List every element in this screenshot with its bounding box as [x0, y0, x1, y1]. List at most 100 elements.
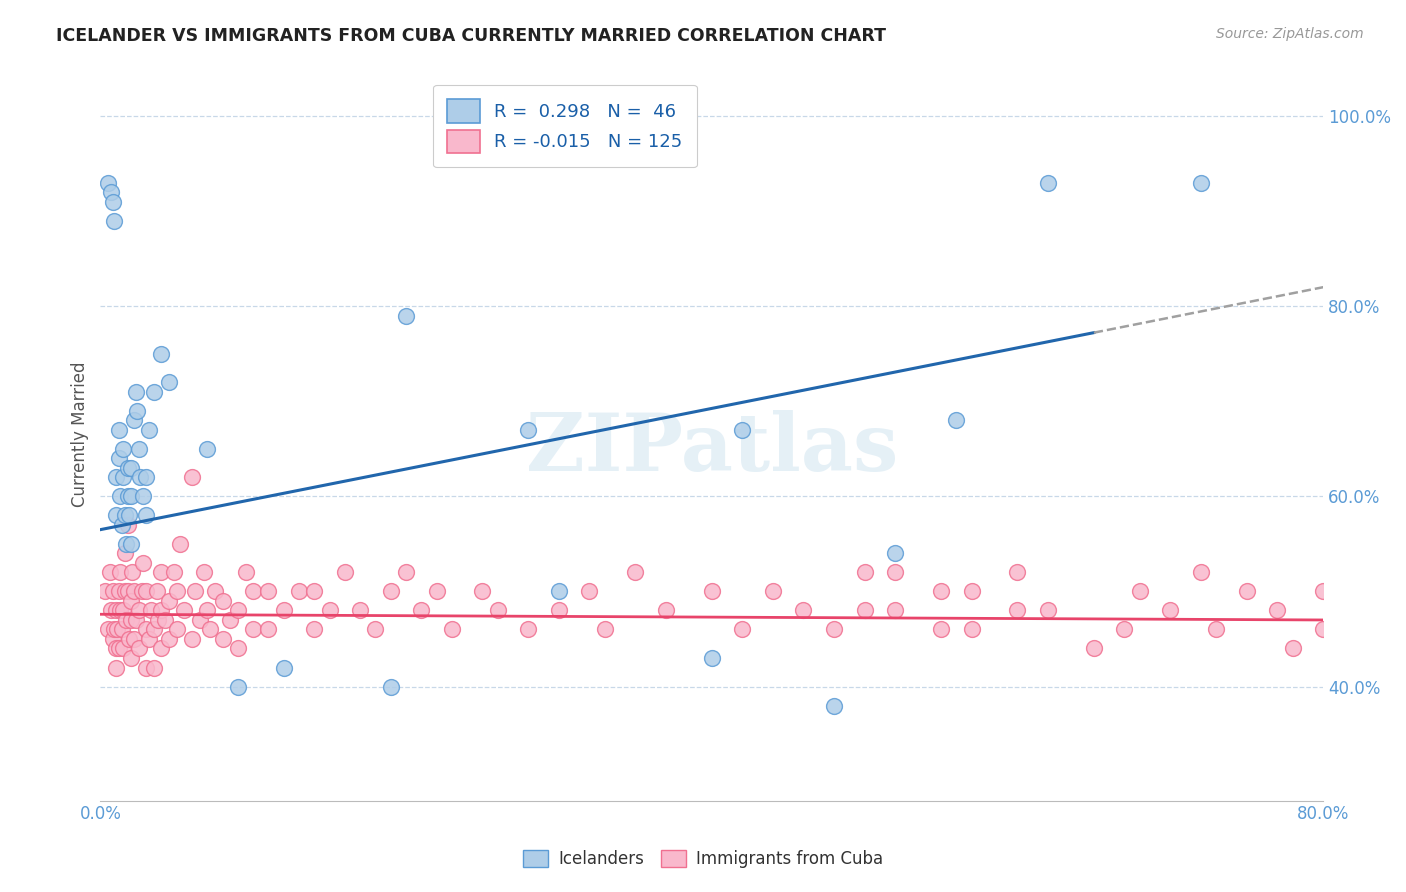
Point — [181, 470, 204, 484]
Point — [548, 584, 571, 599]
Legend: Icelanders, Immigrants from Cuba: Icelanders, Immigrants from Cuba — [516, 843, 890, 875]
Point — [128, 641, 150, 656]
Point — [1007, 566, 1029, 580]
Point — [138, 423, 160, 437]
Point — [184, 584, 207, 599]
Point — [111, 517, 134, 532]
Point — [107, 641, 129, 656]
Point — [193, 566, 215, 580]
Point — [655, 603, 678, 617]
Point — [624, 566, 647, 580]
Point — [110, 603, 132, 617]
Point — [226, 680, 249, 694]
Point — [131, 584, 153, 599]
Point — [853, 603, 876, 617]
Point — [97, 623, 120, 637]
Point — [1036, 603, 1059, 617]
Point — [101, 632, 124, 646]
Point — [138, 632, 160, 646]
Point — [1114, 623, 1136, 637]
Point — [349, 603, 371, 617]
Point — [94, 584, 117, 599]
Point — [1036, 176, 1059, 190]
Point — [1265, 603, 1288, 617]
Point — [122, 413, 145, 427]
Point — [124, 384, 146, 399]
Point — [181, 632, 204, 646]
Point — [960, 623, 983, 637]
Point — [104, 660, 127, 674]
Point — [120, 651, 142, 665]
Point — [304, 623, 326, 637]
Text: Source: ZipAtlas.com: Source: ZipAtlas.com — [1216, 27, 1364, 41]
Point — [142, 623, 165, 637]
Point — [486, 603, 509, 617]
Point — [235, 566, 257, 580]
Point — [257, 584, 280, 599]
Point — [242, 584, 264, 599]
Point — [128, 603, 150, 617]
Point — [700, 651, 723, 665]
Point — [823, 698, 845, 713]
Point — [929, 623, 952, 637]
Point — [364, 623, 387, 637]
Point — [135, 470, 157, 484]
Point — [1007, 603, 1029, 617]
Point — [173, 603, 195, 617]
Point — [110, 566, 132, 580]
Point — [188, 613, 211, 627]
Point — [142, 384, 165, 399]
Point — [118, 508, 141, 523]
Point — [110, 489, 132, 503]
Point — [105, 623, 128, 637]
Point — [304, 584, 326, 599]
Point — [114, 508, 136, 523]
Point — [273, 660, 295, 674]
Point — [1281, 641, 1303, 656]
Point — [122, 632, 145, 646]
Point — [517, 623, 540, 637]
Point — [98, 566, 121, 580]
Point — [148, 613, 170, 627]
Point — [97, 176, 120, 190]
Point — [135, 584, 157, 599]
Point — [1189, 176, 1212, 190]
Point — [318, 603, 340, 617]
Point — [960, 584, 983, 599]
Point — [107, 584, 129, 599]
Y-axis label: Currently Married: Currently Married — [72, 362, 89, 508]
Point — [195, 603, 218, 617]
Point — [257, 623, 280, 637]
Point — [103, 213, 125, 227]
Point — [211, 632, 233, 646]
Point — [104, 508, 127, 523]
Point — [166, 584, 188, 599]
Point — [884, 546, 907, 560]
Point — [101, 584, 124, 599]
Point — [150, 641, 173, 656]
Point — [395, 566, 418, 580]
Point — [122, 584, 145, 599]
Point — [112, 442, 135, 456]
Point — [146, 584, 169, 599]
Point — [731, 623, 754, 637]
Point — [103, 623, 125, 637]
Point — [135, 660, 157, 674]
Point — [117, 489, 139, 503]
Point — [411, 603, 433, 617]
Point — [700, 584, 723, 599]
Point — [200, 623, 222, 637]
Point — [884, 603, 907, 617]
Point — [945, 413, 967, 427]
Point — [157, 376, 180, 390]
Point — [129, 470, 152, 484]
Point — [517, 423, 540, 437]
Point — [139, 603, 162, 617]
Point — [288, 584, 311, 599]
Point — [226, 641, 249, 656]
Point — [1189, 566, 1212, 580]
Point — [101, 194, 124, 209]
Point — [104, 641, 127, 656]
Point — [1205, 623, 1227, 637]
Point — [929, 584, 952, 599]
